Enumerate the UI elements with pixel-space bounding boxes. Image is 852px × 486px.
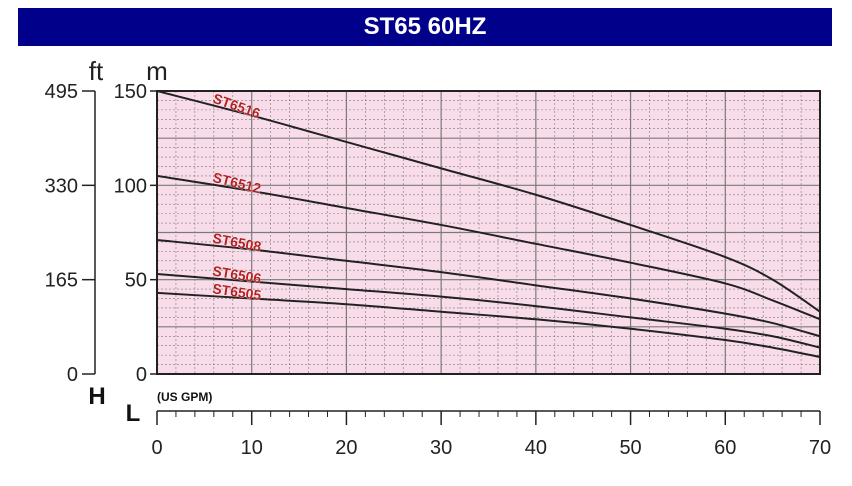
x-tick-label: 20 xyxy=(335,437,357,459)
x-tick-label: 40 xyxy=(525,437,547,459)
series-curves xyxy=(157,91,820,359)
curve-st6508 xyxy=(157,239,820,338)
x-tick-label: 30 xyxy=(430,437,452,459)
y-tick-label-m: 100 xyxy=(114,175,147,197)
y-tick-label-ft: 165 xyxy=(45,270,78,292)
y-tick-label-ft: 0 xyxy=(67,364,78,386)
series-label-st6505: ST6505 xyxy=(211,280,262,303)
y-tick-label-m: 50 xyxy=(125,270,147,292)
curve-st6506 xyxy=(157,273,820,349)
y-tick-label-ft: 495 xyxy=(45,81,78,103)
y-tick-label-m: 150 xyxy=(114,81,147,103)
y-axis-letter: H xyxy=(88,383,105,410)
curve-st6516 xyxy=(157,91,820,313)
y-unit-ft: ft xyxy=(89,56,104,86)
x-tick-label: 70 xyxy=(809,437,831,459)
y-unit-m: m xyxy=(146,56,168,86)
chart-title: ST65 60HZ xyxy=(18,8,832,46)
x-axis-label: (US GPM) xyxy=(157,390,212,404)
axes: 0 0 50 165 100 330 150 495 ft m HL (US GPM) 0 10 20 30 4… xyxy=(45,56,832,459)
grid-lines xyxy=(156,90,821,375)
x-tick-label: 50 xyxy=(619,437,641,459)
y-tick-label-ft: 330 xyxy=(45,175,78,197)
curve-st6512 xyxy=(157,174,820,321)
x-axis-letter: L xyxy=(126,400,141,427)
x-tick-label: 10 xyxy=(241,437,263,459)
y-tick-label-m: 0 xyxy=(136,364,147,386)
curve-st6505 xyxy=(157,291,820,359)
x-tick-label: 60 xyxy=(714,437,736,459)
x-tick-label: 0 xyxy=(151,437,162,459)
